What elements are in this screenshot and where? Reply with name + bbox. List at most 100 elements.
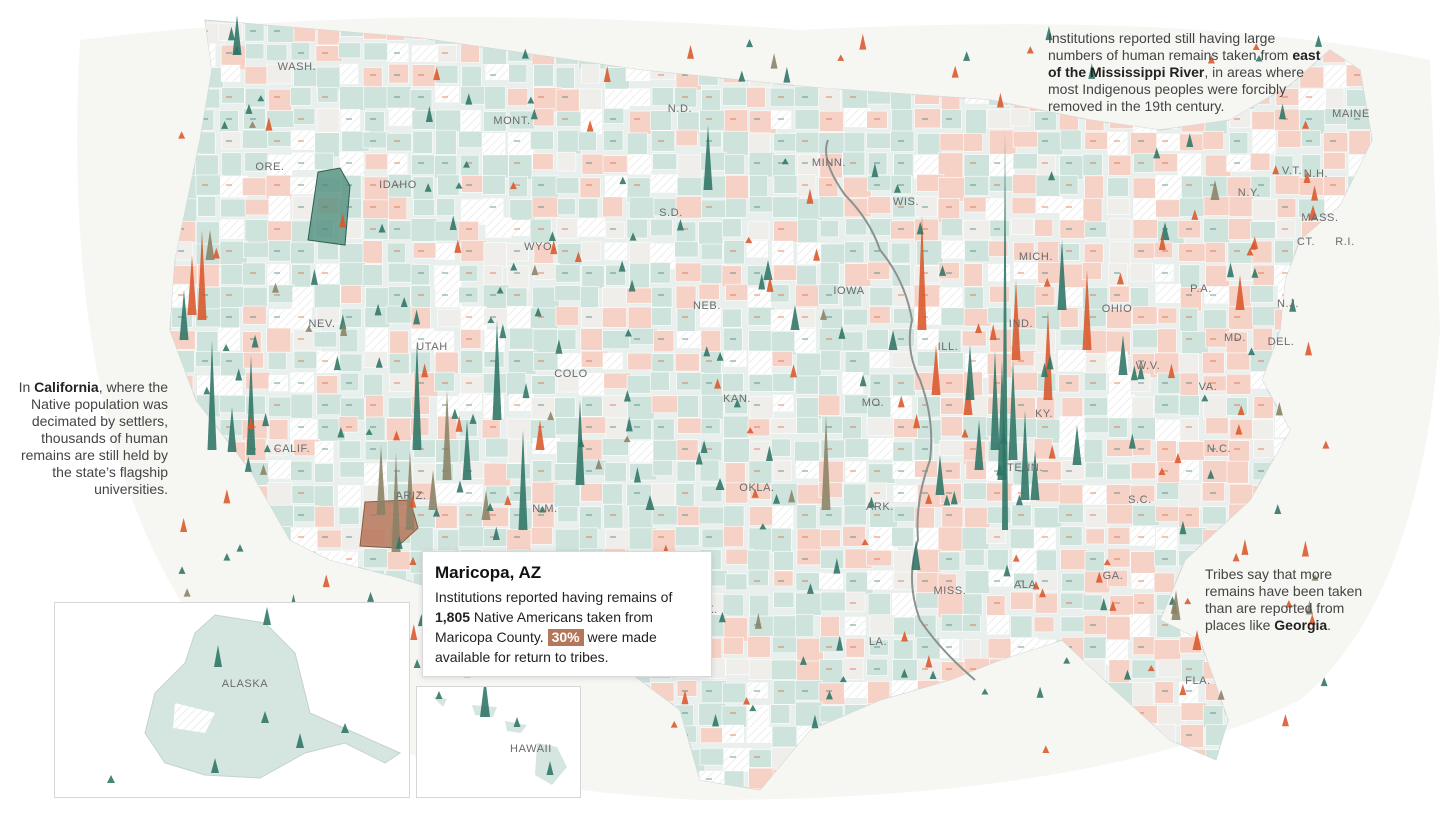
remains-spike[interactable]: [1252, 43, 1260, 50]
remains-spike[interactable]: [931, 345, 941, 395]
remains-spike[interactable]: [1158, 234, 1166, 251]
remains-spike[interactable]: [1308, 614, 1316, 625]
remains-spike[interactable]: [813, 248, 821, 261]
remains-spike[interactable]: [413, 659, 421, 669]
remains-spike[interactable]: [365, 428, 373, 435]
remains-spike[interactable]: [1116, 272, 1124, 285]
remains-spike[interactable]: [1043, 277, 1051, 287]
remains-spike[interactable]: [465, 93, 473, 105]
remains-spike[interactable]: [1030, 450, 1040, 500]
remains-spike[interactable]: [340, 321, 348, 337]
remains-spike[interactable]: [633, 466, 641, 483]
remains-spike[interactable]: [480, 677, 490, 717]
remains-spike[interactable]: [837, 54, 845, 61]
remains-spike[interactable]: [1301, 540, 1309, 557]
remains-spike[interactable]: [492, 526, 500, 540]
remains-spike[interactable]: [1036, 686, 1044, 698]
remains-spike[interactable]: [1109, 600, 1117, 611]
remains-spike[interactable]: [1274, 504, 1282, 514]
remains-spike[interactable]: [577, 437, 585, 448]
remains-spike[interactable]: [939, 265, 947, 276]
remains-spike[interactable]: [806, 188, 814, 204]
remains-spike[interactable]: [521, 48, 529, 59]
remains-spike[interactable]: [925, 655, 933, 668]
remains-spike[interactable]: [859, 33, 867, 50]
remains-spike[interactable]: [456, 480, 464, 493]
remains-spike[interactable]: [510, 262, 518, 271]
remains-spike[interactable]: [1275, 402, 1283, 416]
remains-spike[interactable]: [1015, 494, 1023, 506]
remains-spike[interactable]: [251, 334, 259, 348]
remains-spike[interactable]: [1045, 26, 1053, 41]
remains-spike[interactable]: [714, 378, 722, 389]
remains-spike[interactable]: [1305, 341, 1313, 356]
remains-spike[interactable]: [513, 717, 521, 727]
remains-spike[interactable]: [974, 323, 982, 334]
remains-spike[interactable]: [917, 215, 927, 330]
remains-spike[interactable]: [1227, 262, 1235, 278]
remains-spike[interactable]: [409, 495, 417, 508]
remains-spike[interactable]: [424, 183, 432, 192]
remains-spike[interactable]: [530, 108, 538, 120]
remains-spike[interactable]: [546, 761, 554, 775]
remains-spike[interactable]: [462, 420, 472, 480]
remains-spike[interactable]: [1255, 55, 1263, 62]
remains-spike[interactable]: [179, 290, 189, 340]
remains-spike[interactable]: [703, 125, 713, 190]
remains-spike[interactable]: [996, 463, 1004, 476]
remains-spike[interactable]: [310, 268, 318, 285]
remains-spike[interactable]: [901, 630, 909, 642]
remains-spike[interactable]: [207, 340, 217, 450]
remains-spike[interactable]: [867, 496, 875, 508]
remains-spike[interactable]: [236, 544, 244, 552]
remains-spike[interactable]: [1048, 171, 1056, 181]
remains-spike[interactable]: [257, 95, 265, 102]
remains-spike[interactable]: [1246, 247, 1254, 256]
remains-spike[interactable]: [212, 247, 220, 259]
remains-spike[interactable]: [1248, 347, 1256, 356]
remains-spike[interactable]: [451, 408, 459, 419]
remains-spike[interactable]: [1322, 440, 1330, 449]
remains-spike[interactable]: [1012, 554, 1020, 562]
remains-spike[interactable]: [715, 478, 725, 490]
remains-spike[interactable]: [981, 688, 989, 695]
remains-spike[interactable]: [619, 176, 627, 185]
remains-spike[interactable]: [1249, 241, 1257, 250]
remains-spike[interactable]: [413, 309, 421, 325]
remains-spike[interactable]: [1217, 689, 1225, 700]
remains-spike[interactable]: [400, 297, 408, 307]
remains-spike[interactable]: [1003, 564, 1011, 577]
remains-spike[interactable]: [463, 160, 471, 168]
remains-spike[interactable]: [749, 704, 757, 712]
remains-spike[interactable]: [222, 344, 230, 351]
remains-spike[interactable]: [433, 67, 441, 81]
remains-spike[interactable]: [751, 488, 759, 498]
remains-spike[interactable]: [861, 538, 869, 546]
remains-spike[interactable]: [681, 689, 689, 705]
remains-spike[interactable]: [716, 352, 724, 361]
remains-spike[interactable]: [989, 324, 997, 341]
remains-spike[interactable]: [405, 450, 415, 530]
remains-spike[interactable]: [913, 413, 921, 429]
remains-spike[interactable]: [393, 430, 401, 441]
remains-spike[interactable]: [518, 430, 528, 530]
remains-spike[interactable]: [625, 417, 633, 432]
remains-spike[interactable]: [790, 364, 798, 378]
remains-spike[interactable]: [603, 65, 611, 82]
remains-spike[interactable]: [547, 411, 555, 421]
remains-spike[interactable]: [1026, 46, 1034, 54]
remains-spike[interactable]: [1308, 205, 1318, 220]
remains-spike[interactable]: [799, 656, 807, 665]
remains-spike[interactable]: [259, 464, 267, 475]
remains-spike[interactable]: [1186, 133, 1194, 147]
remains-spike[interactable]: [1048, 444, 1056, 459]
remains-spike[interactable]: [425, 106, 433, 122]
remains-spike[interactable]: [738, 70, 746, 82]
remains-spike[interactable]: [1032, 581, 1040, 590]
remains-spike[interactable]: [455, 182, 463, 189]
remains-spike[interactable]: [1191, 209, 1199, 220]
remains-spike[interactable]: [670, 720, 678, 728]
remains-spike[interactable]: [232, 15, 242, 55]
remains-spike[interactable]: [247, 416, 255, 430]
remains-spike[interactable]: [745, 236, 753, 244]
